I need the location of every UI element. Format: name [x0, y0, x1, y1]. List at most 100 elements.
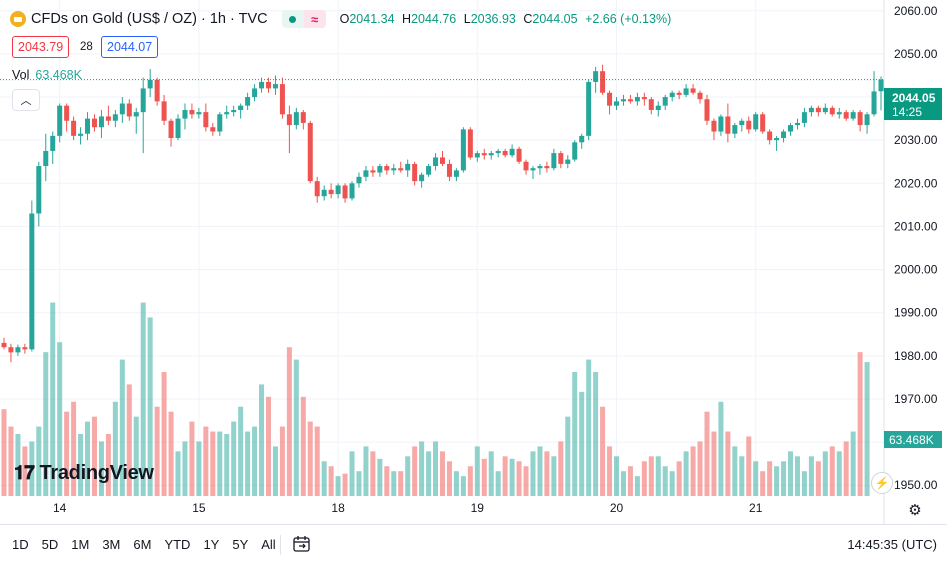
chevron-up-icon: ︿ [20, 95, 32, 107]
status-indicators[interactable]: ≈ [281, 10, 326, 28]
buy-price-button[interactable]: 2044.07 [101, 36, 159, 58]
volume-bar [544, 451, 550, 496]
volume-bar [196, 441, 202, 496]
volume-legend: Vol 63.468K [12, 68, 82, 82]
candle-body [627, 99, 633, 102]
volume-legend-value: 63.468K [35, 68, 82, 82]
candle-body [238, 105, 244, 110]
volume-bar [78, 434, 84, 496]
candle-body [593, 71, 599, 82]
candle-body [265, 81, 271, 89]
volume-bar [474, 446, 480, 496]
time-axis[interactable]: 14 15 18 19 20 21 [53, 501, 763, 515]
sell-price-button[interactable]: 2043.79 [12, 36, 70, 58]
volume-bar [676, 461, 682, 496]
candle-body [231, 109, 237, 113]
range-button-1d[interactable]: 1D [12, 537, 29, 552]
candle-body [572, 142, 578, 160]
volume-bar [321, 461, 327, 496]
volume-bar [335, 476, 341, 496]
gold-symbol-icon [10, 11, 26, 27]
volume-bar [488, 451, 494, 496]
volume-bar [746, 436, 752, 496]
volume-bar [419, 441, 425, 496]
range-button-1m[interactable]: 1M [71, 537, 90, 552]
volume-bar [91, 416, 97, 496]
volume-value-label-bg [884, 431, 942, 448]
candle-body [467, 129, 473, 158]
candle-body [78, 133, 84, 136]
candle-body [189, 109, 195, 115]
volume-bar [126, 384, 132, 496]
volume-bar [286, 347, 292, 496]
candle-body [1, 342, 7, 348]
range-button-6m[interactable]: 6M [133, 537, 152, 552]
volume-bar [252, 426, 258, 496]
calendar-icon[interactable] [292, 534, 312, 554]
low-label: L [463, 12, 471, 26]
range-button-all[interactable]: All [261, 537, 276, 552]
volume-bar [641, 461, 647, 496]
volume-bar [349, 451, 355, 496]
volume-bar [815, 461, 821, 496]
candle-body [140, 88, 146, 113]
candle-body [746, 120, 752, 130]
settings-gear-icon[interactable]: ⚙ [908, 502, 922, 519]
volume-bar [272, 446, 278, 496]
collapse-legend-button[interactable]: ︿ [12, 89, 40, 111]
candle-body [586, 81, 592, 136]
candle-body [433, 157, 439, 167]
candle-body [50, 135, 56, 151]
symbol-title[interactable]: CFDs on Gold (US$ / OZ) · 1h · TVC [31, 11, 268, 27]
price-tick-label: 2060.00 [894, 4, 938, 18]
volume-bar [502, 456, 508, 496]
volume-bar [279, 426, 285, 496]
volume-bar [57, 342, 63, 496]
volume-bar [822, 451, 828, 496]
utc-clock[interactable]: 14:45:35 (UTC) [847, 537, 937, 552]
range-button-3m[interactable]: 3M [102, 537, 121, 552]
candlesticks [1, 64, 884, 363]
volume-bar [433, 441, 439, 496]
volume-bar [412, 446, 418, 496]
lightning-icon[interactable]: ⚡ [871, 472, 893, 494]
candle-body [579, 135, 585, 143]
volume-bar [50, 302, 56, 496]
volume-bar [662, 466, 668, 496]
time-tick-label: 15 [192, 501, 206, 515]
volume-bar [293, 359, 299, 496]
volume-bar [147, 317, 153, 496]
volume-bar [704, 411, 710, 496]
high-label: H [402, 12, 412, 26]
range-buttons: 1D 5D 1M 3M 6M YTD 1Y 5Y All [12, 537, 289, 552]
candle-body [453, 170, 459, 177]
candle-body [217, 114, 223, 132]
volume-bar [265, 396, 271, 496]
range-button-ytd[interactable]: YTD [164, 537, 191, 552]
watermark-text: TradingView [39, 462, 154, 484]
volume-bar [168, 411, 174, 496]
price-chart[interactable]: 1950.001960.001970.001980.001990.002000.… [0, 0, 947, 524]
volume-bar [36, 426, 42, 496]
volume-bar [98, 441, 104, 496]
candle-body [732, 125, 738, 134]
volume-bar [238, 406, 244, 496]
candle-body [767, 131, 773, 141]
range-button-5y[interactable]: 5Y [232, 537, 249, 552]
range-button-1y[interactable]: 1Y [203, 537, 220, 552]
volume-bar [426, 451, 432, 496]
volume-bar [725, 431, 731, 496]
market-open-icon[interactable] [281, 10, 304, 28]
volume-bar [377, 458, 383, 496]
price-tick-label: 2050.00 [894, 47, 938, 61]
candle-body [126, 103, 132, 117]
candle-body [516, 148, 522, 162]
range-button-5d[interactable]: 5D [41, 537, 59, 552]
candle-body [523, 161, 529, 171]
volume-bar [133, 416, 139, 496]
candle-body [460, 129, 466, 171]
candle-body [544, 166, 550, 169]
wave-icon[interactable]: ≈ [303, 10, 326, 28]
candle-body [558, 153, 564, 164]
candle-body [64, 105, 70, 121]
